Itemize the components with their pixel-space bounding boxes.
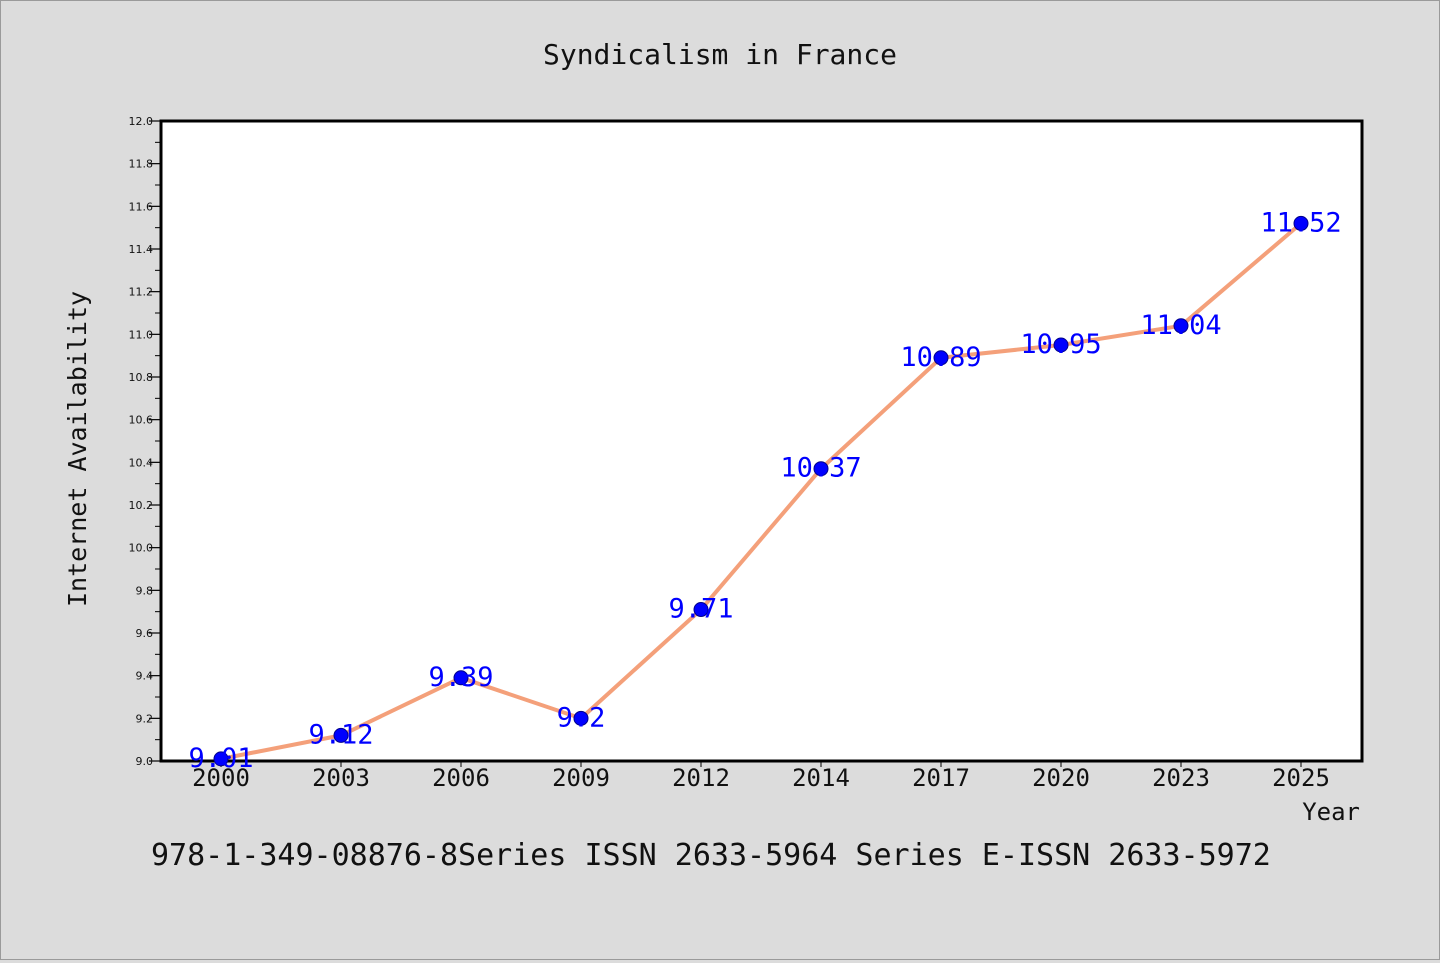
data-point bbox=[573, 710, 589, 726]
y-tick-label: 11.0 bbox=[129, 328, 154, 341]
data-label: 10.95 bbox=[1020, 329, 1101, 360]
y-tick-label: 9.8 bbox=[136, 584, 154, 597]
y-axis-ticks: 9.0 9.2 9.4 9.6 9.8 10.0 10.2 10.4 10.6 10.8 11.0 1… bbox=[129, 115, 161, 768]
data-points bbox=[213, 215, 1309, 767]
data-point bbox=[453, 670, 469, 686]
y-tick-label: 10.4 bbox=[129, 456, 154, 469]
data-point bbox=[693, 602, 709, 618]
data-label: 9.39 bbox=[428, 662, 493, 693]
series-line bbox=[219, 221, 1303, 761]
x-tick-label: 2017 bbox=[912, 764, 970, 792]
x-tick-label: 2009 bbox=[552, 764, 610, 792]
x-tick-label: 2012 bbox=[672, 764, 730, 792]
data-point bbox=[933, 350, 949, 366]
data-label: 10.89 bbox=[900, 342, 981, 373]
data-point bbox=[333, 727, 349, 743]
x-tick-label: 2000 bbox=[192, 764, 250, 792]
y-tick-label: 9.4 bbox=[136, 670, 154, 683]
series-polyline bbox=[219, 221, 1303, 761]
y-tick-label: 9.2 bbox=[136, 712, 154, 725]
footnote: 978-1-349-08876-8Series ISSN 2633-5964 S… bbox=[151, 838, 1271, 873]
plot-area bbox=[159, 119, 1364, 763]
chart-title: Syndicalism in France bbox=[543, 38, 897, 71]
x-tick-label: 2020 bbox=[1032, 764, 1090, 792]
data-label: 11.52 bbox=[1260, 207, 1341, 238]
y-tick-label: 11.8 bbox=[129, 158, 154, 171]
data-labels: 9.01 9.12 9.39 9.2 9.71 10.37 10.89 10.95 11.04 1… bbox=[188, 207, 1341, 773]
x-tick-label: 2006 bbox=[432, 764, 490, 792]
data-point bbox=[1173, 318, 1189, 334]
y-tick-label: 10.8 bbox=[129, 371, 154, 384]
y-tick-label: 10.6 bbox=[129, 414, 154, 427]
x-axis-ticks: 2000 2003 2006 2009 2012 2014 2017 2020 2023 2025 bbox=[192, 761, 1330, 792]
y-tick-label: 11.4 bbox=[129, 243, 154, 256]
data-point bbox=[1053, 337, 1069, 353]
data-label: 9.2 bbox=[557, 702, 606, 733]
y-tick-label: 12.0 bbox=[129, 115, 154, 128]
y-axis-label: Internet Availability bbox=[63, 291, 92, 607]
x-axis-label: Year bbox=[1302, 798, 1360, 826]
x-tick-label: 2014 bbox=[792, 764, 850, 792]
y-tick-label: 11.2 bbox=[129, 286, 154, 299]
data-label: 9.71 bbox=[668, 594, 733, 625]
x-tick-label: 2025 bbox=[1272, 764, 1330, 792]
data-point bbox=[213, 751, 229, 767]
data-label: 11.04 bbox=[1140, 310, 1221, 341]
y-tick-label: 9.0 bbox=[136, 755, 154, 768]
data-label: 9.12 bbox=[308, 719, 373, 750]
x-tick-label: 2023 bbox=[1152, 764, 1210, 792]
data-label: 10.37 bbox=[780, 453, 861, 484]
y-tick-label: 11.6 bbox=[129, 200, 154, 213]
y-tick-label: 9.6 bbox=[136, 627, 154, 640]
x-tick-label: 2003 bbox=[312, 764, 370, 792]
data-point bbox=[1293, 215, 1309, 231]
y-tick-label: 10.0 bbox=[129, 542, 154, 555]
y-tick-label: 10.2 bbox=[129, 499, 154, 512]
data-point bbox=[813, 461, 829, 477]
data-label: 9.01 bbox=[188, 743, 253, 774]
